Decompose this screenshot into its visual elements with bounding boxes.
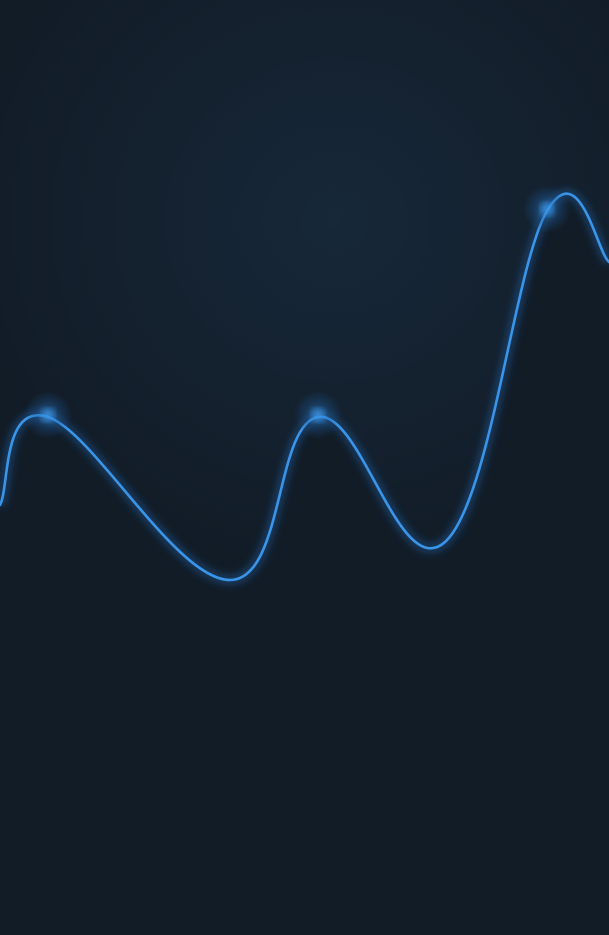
data-point-marker[interactable] [312, 409, 324, 421]
data-point-marker[interactable] [541, 203, 553, 215]
data-point-marker[interactable] [42, 409, 54, 421]
series-area [0, 0, 609, 580]
